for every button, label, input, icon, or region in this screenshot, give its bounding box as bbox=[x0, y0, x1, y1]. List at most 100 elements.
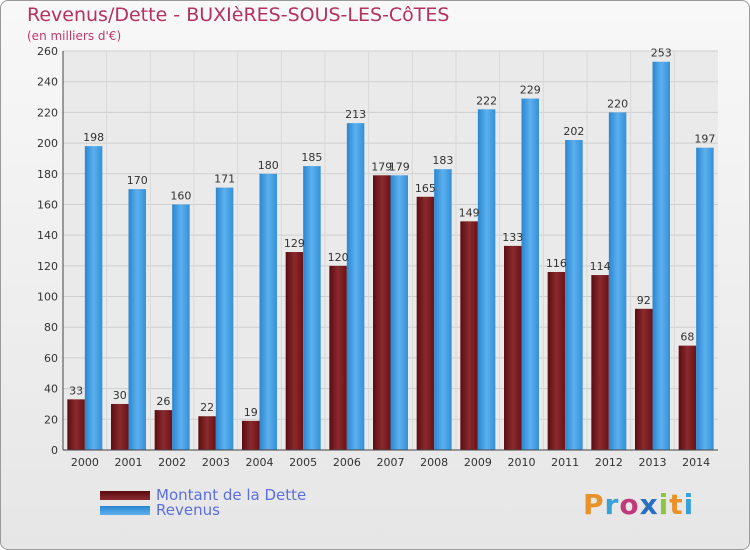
y-tick-label: 120 bbox=[37, 260, 58, 273]
data-label-dette: 149 bbox=[459, 206, 480, 219]
y-tick-label: 160 bbox=[37, 198, 58, 211]
data-label-dette: 19 bbox=[244, 406, 258, 419]
bar-dette bbox=[242, 420, 260, 450]
logo-letter: o bbox=[619, 488, 640, 521]
y-tick-label: 240 bbox=[37, 76, 58, 89]
bar-dette bbox=[591, 275, 609, 450]
y-tick-label: 140 bbox=[37, 229, 58, 242]
bar-dette bbox=[154, 410, 173, 450]
logo-letter: r bbox=[604, 488, 620, 521]
bar-revenus bbox=[565, 140, 583, 450]
bar-dette bbox=[111, 403, 129, 450]
y-tick-label: 100 bbox=[37, 291, 58, 304]
x-tick-label: 2005 bbox=[289, 456, 317, 469]
data-label-dette: 114 bbox=[590, 260, 611, 273]
bar-dette bbox=[285, 252, 304, 450]
data-label-revenus: 198 bbox=[83, 131, 104, 144]
bar-dette bbox=[635, 308, 653, 450]
bar-revenus bbox=[346, 123, 365, 450]
y-tick-label: 80 bbox=[44, 321, 58, 334]
chart-subtitle: (en milliers d'€) bbox=[27, 29, 122, 43]
data-label-revenus: 160 bbox=[170, 189, 191, 202]
bar-revenus bbox=[390, 175, 408, 451]
bar-revenus bbox=[477, 109, 496, 451]
x-tick-label: 2008 bbox=[420, 456, 448, 469]
data-label-revenus: 183 bbox=[432, 154, 453, 167]
y-tick-label: 0 bbox=[51, 444, 58, 457]
bar-dette bbox=[67, 399, 85, 450]
bar-dette bbox=[329, 265, 347, 450]
bar-revenus bbox=[303, 166, 321, 450]
x-tick-label: 2009 bbox=[464, 456, 492, 469]
x-tick-label: 2003 bbox=[202, 456, 230, 469]
data-label-dette: 129 bbox=[284, 237, 305, 250]
legend-swatch-revenus bbox=[100, 505, 150, 515]
data-label-dette: 26 bbox=[156, 395, 170, 408]
bar-revenus bbox=[215, 187, 234, 451]
y-tick-label: 260 bbox=[37, 45, 58, 58]
data-label-revenus: 179 bbox=[389, 160, 410, 173]
y-tick-label: 220 bbox=[37, 106, 58, 119]
data-label-dette: 120 bbox=[328, 251, 349, 264]
data-label-revenus: 222 bbox=[476, 94, 497, 107]
bar-dette bbox=[416, 196, 435, 450]
x-tick-label: 2006 bbox=[333, 456, 361, 469]
y-tick-label: 200 bbox=[37, 137, 58, 150]
data-label-revenus: 185 bbox=[301, 151, 322, 164]
data-label-revenus: 229 bbox=[520, 84, 541, 97]
chart-title: Revenus/Dette - BUXIèRES-SOUS-LES-CôTES bbox=[27, 4, 450, 26]
data-label-revenus: 197 bbox=[694, 133, 715, 146]
legend-label-revenus: Revenus bbox=[156, 501, 220, 519]
logo-letter: t bbox=[669, 488, 684, 521]
logo-letter: i bbox=[658, 488, 670, 521]
data-label-dette: 165 bbox=[415, 182, 436, 195]
y-tick-label: 40 bbox=[44, 383, 58, 396]
bar-dette bbox=[198, 416, 216, 450]
data-label-revenus: 180 bbox=[258, 159, 279, 172]
x-tick-label: 2001 bbox=[115, 456, 143, 469]
data-label-dette: 116 bbox=[546, 257, 567, 270]
bar-dette bbox=[504, 245, 522, 450]
bar-revenus bbox=[652, 61, 670, 450]
bar-revenus bbox=[521, 98, 539, 451]
x-tick-label: 2010 bbox=[508, 456, 536, 469]
data-label-revenus: 171 bbox=[214, 173, 235, 186]
logo-letter: i bbox=[683, 488, 695, 521]
y-tick-label: 180 bbox=[37, 168, 58, 181]
x-tick-label: 2012 bbox=[595, 456, 623, 469]
logo-letter: x bbox=[639, 488, 659, 521]
legend-swatch-dette bbox=[100, 490, 150, 500]
data-label-dette: 22 bbox=[200, 401, 214, 414]
x-tick-label: 2013 bbox=[639, 456, 667, 469]
data-label-revenus: 220 bbox=[607, 97, 628, 110]
data-label-dette: 68 bbox=[680, 331, 694, 344]
bar-revenus bbox=[696, 147, 714, 450]
x-tick-label: 2004 bbox=[246, 456, 274, 469]
bar-revenus bbox=[434, 169, 452, 450]
bar-revenus bbox=[259, 173, 277, 450]
bar-revenus bbox=[84, 146, 103, 450]
logo-letter: P bbox=[583, 488, 605, 521]
x-tick-label: 2014 bbox=[682, 456, 710, 469]
bar-revenus bbox=[128, 189, 146, 450]
x-tick-label: 2000 bbox=[71, 456, 99, 469]
data-label-dette: 33 bbox=[69, 384, 83, 397]
bar-revenus bbox=[608, 112, 627, 450]
x-tick-label: 2002 bbox=[158, 456, 186, 469]
bar-dette bbox=[547, 271, 566, 450]
legend-item-revenus: Revenus bbox=[100, 501, 220, 519]
data-label-dette: 179 bbox=[371, 160, 392, 173]
data-label-revenus: 202 bbox=[563, 125, 584, 138]
bar-dette bbox=[678, 345, 697, 450]
legend-item-dette: Montant de la Dette bbox=[100, 486, 306, 504]
data-label-dette: 92 bbox=[637, 294, 651, 307]
data-label-dette: 133 bbox=[502, 231, 523, 244]
data-label-revenus: 170 bbox=[127, 174, 148, 187]
x-tick-label: 2011 bbox=[551, 456, 579, 469]
data-label-revenus: 213 bbox=[345, 108, 366, 121]
data-label-revenus: 253 bbox=[651, 47, 672, 60]
proxiti-logo: Proxiti bbox=[583, 488, 694, 521]
legend-label-dette: Montant de la Dette bbox=[156, 486, 307, 504]
bar-dette bbox=[460, 221, 478, 450]
